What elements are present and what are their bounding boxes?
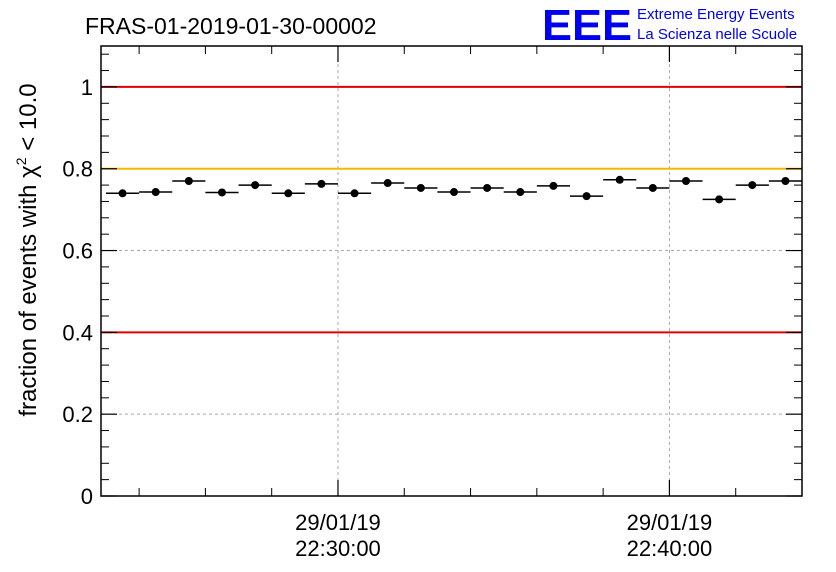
x-tick-label-date: 29/01/19	[295, 510, 381, 535]
eee-logo-line1: Extreme Energy Events	[637, 6, 795, 23]
data-point	[284, 189, 293, 198]
x-tick-label-date: 29/01/19	[627, 510, 713, 535]
data-point	[317, 179, 326, 188]
x-tick-label-time: 22:40:00	[627, 536, 713, 561]
reference-lines	[101, 85, 802, 334]
data-point	[251, 181, 260, 190]
data-point	[217, 188, 226, 197]
data-point	[416, 183, 425, 192]
data-point	[383, 179, 392, 188]
y-tick-label: 0.8	[62, 157, 93, 182]
eee-logo-mark: EEE	[542, 1, 632, 50]
y-tick-label: 0	[81, 484, 93, 509]
data-point	[549, 181, 558, 190]
data-point	[350, 189, 359, 198]
data-point	[615, 175, 624, 184]
data-point	[681, 177, 690, 185]
data-point	[781, 177, 790, 185]
data-point	[118, 189, 127, 198]
x-tick-label-time: 22:30:00	[295, 536, 381, 561]
grid-lines	[101, 46, 802, 497]
data-point	[516, 188, 525, 197]
axis-ticks	[101, 46, 803, 497]
data-point	[449, 188, 458, 197]
y-tick-label: 0.6	[62, 239, 93, 264]
data-point	[582, 192, 591, 201]
data-point	[648, 183, 657, 192]
tick-labels: 00.20.40.60.8129/01/1922:30:0029/01/1922…	[62, 75, 712, 561]
data-point	[715, 195, 724, 204]
data-series	[105, 175, 802, 204]
chart-title: FRAS-01-2019-01-30-00002	[85, 13, 377, 39]
y-tick-label: 1	[81, 75, 93, 100]
y-tick-label: 0.2	[62, 402, 93, 427]
data-point	[184, 177, 193, 185]
data-point	[151, 188, 160, 197]
data-point	[748, 181, 757, 190]
eee-logo: EEE Extreme Energy Events La Scienza nel…	[542, 1, 797, 50]
eee-logo-line2: La Scienza nelle Scuole	[637, 26, 797, 43]
y-tick-label: 0.4	[62, 320, 93, 345]
plot-frame	[100, 45, 803, 497]
y-axis-label: fraction of events with χ2 < 10.0	[13, 83, 42, 416]
data-point	[483, 183, 492, 192]
